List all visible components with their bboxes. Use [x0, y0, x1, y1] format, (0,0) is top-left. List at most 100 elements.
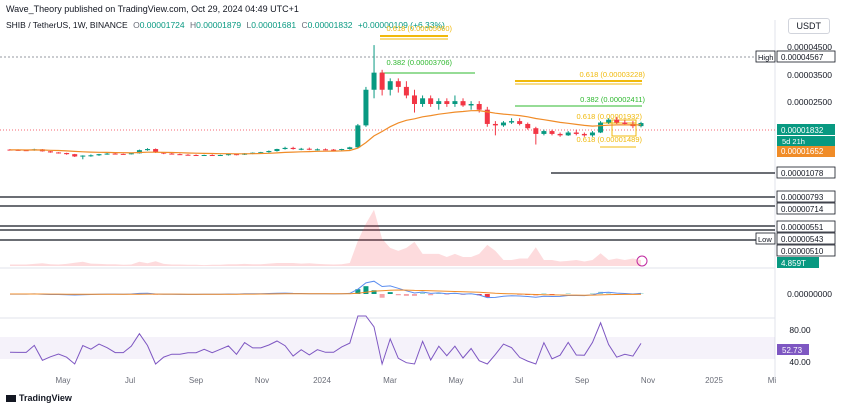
level-badge	[776, 202, 836, 215]
macd-bar	[549, 294, 555, 295]
candle-body	[638, 123, 644, 127]
candle-body	[492, 123, 498, 126]
candle-body	[161, 152, 167, 154]
open-value: 0.00001724	[139, 20, 185, 30]
candle-body	[217, 155, 223, 157]
candle-body	[193, 155, 199, 157]
candle-body	[428, 98, 434, 104]
candle-body	[403, 86, 409, 96]
level-text: 0.00004567	[781, 53, 824, 62]
high-value: 0.00001879	[196, 20, 242, 30]
brand-label: TradingView	[19, 393, 72, 403]
macd-bar	[363, 286, 369, 294]
candle-body	[274, 149, 280, 152]
candle-body	[581, 133, 587, 136]
level-badge	[776, 220, 836, 233]
candle-body	[258, 152, 264, 154]
currency-selector[interactable]: USDT	[787, 18, 830, 34]
level-text: 0.00001078	[781, 169, 824, 178]
level-badge	[776, 166, 836, 179]
candle-body	[47, 151, 53, 153]
macd-bar	[355, 289, 361, 294]
candle-body	[614, 119, 620, 123]
macd-bar	[444, 294, 450, 295]
countdown-badge	[777, 136, 835, 146]
close-value: 0.00001832	[307, 20, 353, 30]
candle-body	[298, 148, 304, 150]
candle-body	[136, 150, 142, 154]
level-text: 0.00000714	[781, 205, 824, 214]
price-badge-text: 0.00001832	[781, 126, 824, 135]
candle-body	[169, 153, 175, 155]
time-axis-label: Mi	[768, 376, 777, 385]
volume-badge-text: 4.859T	[781, 259, 806, 268]
time-axis-label: 2024	[313, 376, 331, 385]
macd-bar	[420, 292, 426, 294]
candle-body	[64, 153, 70, 155]
candle-body	[533, 128, 539, 134]
candle-body	[290, 147, 296, 150]
candle-body	[323, 149, 328, 151]
candle-body	[606, 119, 612, 123]
macd-bar	[589, 293, 595, 294]
volume-badge	[777, 257, 819, 268]
macd-bar	[428, 294, 434, 296]
alert-icon[interactable]	[636, 255, 648, 267]
change-value: +0.00000109 (+6.33%)	[357, 20, 445, 30]
level-text: 0.00000551	[781, 223, 824, 232]
symbol-name: SHIB / TetherUS, 1W, BINANCE	[6, 20, 128, 30]
candle-body	[201, 155, 207, 157]
time-axis-label: Sep	[189, 376, 204, 385]
candle-body	[565, 132, 571, 136]
badge-tag-text: High	[758, 53, 773, 62]
level-badge	[776, 50, 836, 63]
candle-body	[185, 154, 191, 156]
level-text: 0.00000543	[781, 235, 824, 244]
ema-badge-text: 0.00001652	[781, 147, 824, 156]
symbol-line: SHIB / TetherUS, 1W, BINANCE O0.00001724…	[6, 20, 448, 30]
macd-bar	[541, 293, 547, 294]
level-badge	[776, 244, 836, 257]
time-axis-label: May	[55, 376, 70, 385]
candle-body	[23, 150, 29, 152]
ema-badge	[777, 146, 835, 157]
candle-body	[282, 147, 288, 150]
close-label: C	[301, 20, 308, 30]
badge-tag	[755, 232, 776, 245]
candle-body	[104, 153, 110, 155]
time-axis-label: Mar	[383, 376, 397, 385]
macd-bar	[395, 294, 401, 296]
price-badge	[777, 124, 835, 135]
candle-body	[371, 72, 377, 90]
candle-body	[379, 72, 385, 90]
price-tick: 0.00002500	[787, 97, 832, 107]
candle-body	[209, 155, 215, 157]
candle-body	[484, 109, 490, 124]
publisher-line: Wave_Theory published on TradingView.com…	[6, 4, 299, 14]
time-axis-label: Jul	[125, 376, 135, 385]
low-label: L	[246, 20, 252, 30]
badge-tag-text: Low	[758, 235, 772, 244]
rsi-line	[9, 315, 642, 366]
macd-bar	[606, 293, 612, 294]
macd-bar	[436, 293, 442, 294]
fib-label: 0.382 (0.00002411)	[580, 95, 645, 104]
candle-body	[331, 149, 337, 151]
macd-bar	[387, 292, 393, 294]
level-text: 0.00000793	[781, 193, 824, 202]
candle-body	[266, 151, 272, 153]
candle-body	[225, 154, 231, 156]
fib-label: 0.618 (0.00001489)	[577, 135, 643, 144]
candle-body	[557, 133, 563, 136]
candle-body	[145, 149, 151, 151]
fib-label: 0.618 (0.00003228)	[580, 70, 646, 79]
fib-label: 0.618 (0.00005660)	[387, 24, 453, 33]
candle-body	[468, 104, 474, 106]
candle-body	[80, 155, 86, 157]
candle-body	[72, 154, 78, 157]
candle-body	[589, 132, 595, 136]
rsi-tick: 40.00	[789, 357, 811, 367]
candle-body	[339, 149, 345, 151]
candle-body	[177, 154, 183, 156]
